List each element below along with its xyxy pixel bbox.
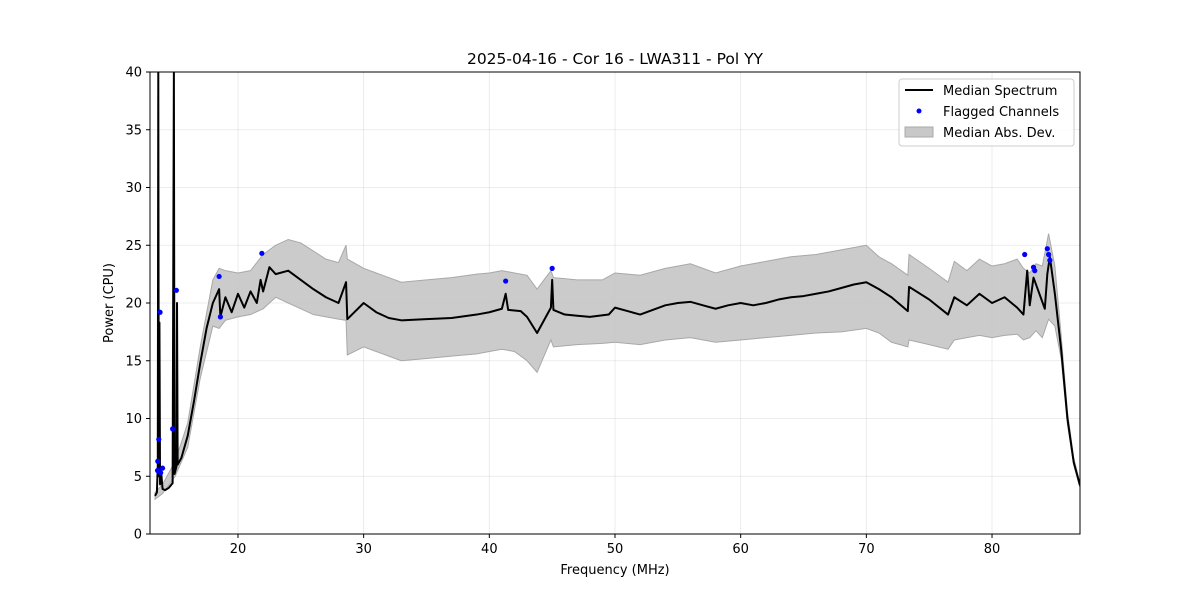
y-tick-label: 5 xyxy=(134,470,142,485)
flagged-channel-point xyxy=(170,426,176,432)
flagged-channel-point xyxy=(216,273,222,280)
legend-flagged-channels-marker xyxy=(916,108,922,114)
flagged-channel-point xyxy=(549,265,555,271)
flagged-channel-point xyxy=(158,470,164,476)
flagged-channel-point xyxy=(173,287,179,293)
axis-ticks: 20 30 40 50 60 70 80 0 5 10 15 20 25 30 35 40 xyxy=(125,66,1000,558)
y-axis-label: Power (CPU) xyxy=(102,263,117,343)
y-tick-label: 25 xyxy=(125,239,142,254)
y-tick-label: 15 xyxy=(125,354,142,369)
y-tick-label: 40 xyxy=(125,66,142,81)
mad-band xyxy=(154,233,1080,501)
legend-mad-label: Median Abs. Dev. xyxy=(943,126,1055,141)
flagged-channel-point xyxy=(1044,246,1050,252)
x-tick-label: 20 xyxy=(230,542,247,557)
flagged-channel-point xyxy=(157,309,163,315)
median-spectrum-line xyxy=(154,72,1080,497)
flagged-channel-point xyxy=(503,278,509,284)
x-tick-label: 80 xyxy=(984,542,1001,557)
y-tick-label: 30 xyxy=(125,181,142,196)
chart-title: 2025-04-16 - Cor 16 - LWA311 - Pol YY xyxy=(467,50,764,68)
flagged-channel-point xyxy=(217,314,223,320)
x-tick-label: 30 xyxy=(355,542,372,557)
flagged-channel-point xyxy=(1032,268,1038,274)
flagged-channel-point xyxy=(1047,257,1053,263)
flagged-channel-point xyxy=(156,436,162,442)
y-tick-label: 20 xyxy=(125,297,142,312)
flagged-channel-point xyxy=(1045,251,1052,258)
flagged-channel-point xyxy=(159,465,166,471)
x-tick-label: 70 xyxy=(858,542,875,557)
flagged-channel-point xyxy=(1022,251,1028,258)
x-tick-label: 60 xyxy=(732,542,749,557)
x-tick-label: 40 xyxy=(481,542,498,557)
flagged-channel-point xyxy=(259,250,265,256)
x-tick-label: 50 xyxy=(607,542,624,557)
y-tick-label: 35 xyxy=(125,123,142,138)
y-tick-label: 0 xyxy=(134,528,142,543)
plot-area xyxy=(154,72,1080,501)
flagged-channel-point xyxy=(155,458,161,464)
legend-box xyxy=(898,78,1075,147)
x-axis-label: Frequency (MHz) xyxy=(560,563,669,578)
legend-median-spectrum-label: Median Spectrum xyxy=(943,84,1057,99)
legend-flagged-channels-label: Flagged Channels xyxy=(943,105,1059,120)
y-tick-label: 10 xyxy=(125,412,142,427)
legend-mad-swatch xyxy=(904,126,934,138)
legend: Median Spectrum Flagged Channels Median … xyxy=(898,78,1075,147)
